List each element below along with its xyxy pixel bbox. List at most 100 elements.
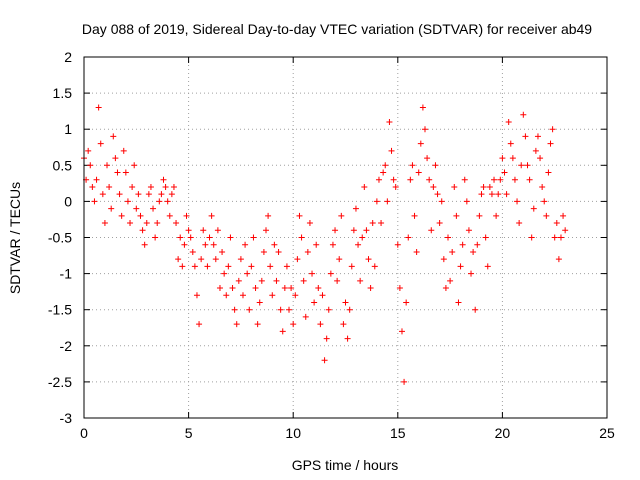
data-point	[409, 162, 416, 169]
data-point	[204, 263, 211, 270]
data-point	[486, 183, 493, 190]
data-point	[302, 313, 309, 320]
data-point	[430, 183, 437, 190]
data-point	[338, 212, 345, 219]
data-point	[85, 147, 92, 154]
data-point	[357, 277, 364, 284]
data-point	[108, 205, 115, 212]
data-point	[181, 241, 188, 248]
data-point	[361, 183, 368, 190]
data-point	[214, 227, 221, 234]
data-point	[221, 270, 228, 277]
y-tick-label: 1.5	[53, 85, 73, 101]
data-point	[158, 191, 165, 198]
data-point	[526, 176, 533, 183]
data-point	[528, 234, 535, 241]
data-point	[560, 212, 567, 219]
data-point	[175, 256, 182, 263]
data-point	[242, 241, 249, 248]
data-point	[239, 292, 246, 299]
data-point	[198, 256, 205, 263]
data-point	[390, 176, 397, 183]
data-point	[543, 212, 550, 219]
data-point	[403, 299, 410, 306]
data-point	[124, 198, 131, 205]
data-point	[89, 183, 96, 190]
data-point	[87, 162, 94, 169]
plot-frame	[83, 56, 608, 419]
y-tick-label: -2	[60, 338, 73, 354]
data-point	[231, 306, 238, 313]
data-point	[373, 198, 380, 205]
data-point	[491, 176, 498, 183]
x-tick-label: 20	[495, 425, 511, 441]
data-point	[334, 277, 341, 284]
data-point	[386, 118, 393, 125]
data-point	[269, 292, 276, 299]
data-point	[537, 155, 544, 162]
data-point	[382, 162, 389, 169]
y-tick-label: 1	[64, 121, 72, 137]
data-point	[95, 104, 102, 111]
data-point	[235, 277, 242, 284]
data-point	[445, 234, 452, 241]
data-point	[116, 191, 123, 198]
y-tick-label: 0.5	[53, 157, 73, 173]
data-point	[434, 191, 441, 198]
data-point	[415, 169, 422, 176]
data-point	[562, 227, 569, 234]
data-point	[545, 169, 552, 176]
data-point	[332, 227, 339, 234]
data-point	[189, 248, 196, 255]
data-point	[336, 256, 343, 263]
data-point	[392, 183, 399, 190]
data-point	[516, 220, 523, 227]
data-point	[449, 248, 456, 255]
y-tick-label: 0	[64, 193, 72, 209]
data-point	[252, 285, 259, 292]
data-point	[120, 147, 127, 154]
data-point	[436, 220, 443, 227]
data-point	[166, 212, 173, 219]
data-point	[304, 248, 311, 255]
data-point	[378, 220, 385, 227]
data-point	[549, 126, 556, 133]
data-point	[459, 241, 466, 248]
data-point	[250, 234, 257, 241]
data-point	[447, 277, 454, 284]
data-point	[256, 299, 263, 306]
data-point	[413, 248, 420, 255]
data-point	[411, 212, 418, 219]
data-point	[315, 285, 322, 292]
data-point	[507, 140, 514, 147]
data-point	[342, 299, 349, 306]
data-point	[271, 241, 278, 248]
data-point	[265, 212, 272, 219]
y-tick-label: -1.5	[48, 302, 72, 318]
y-tick-label: -1	[60, 266, 73, 282]
data-point	[428, 227, 435, 234]
data-point	[474, 241, 481, 248]
data-point	[442, 285, 449, 292]
data-point	[350, 227, 357, 234]
data-point	[511, 176, 518, 183]
data-point	[212, 256, 219, 263]
data-point	[110, 133, 117, 140]
data-point	[463, 198, 470, 205]
data-point	[472, 306, 479, 313]
data-point	[137, 212, 144, 219]
data-point	[323, 335, 330, 342]
data-point	[292, 292, 299, 299]
data-point	[388, 147, 395, 154]
data-point	[424, 155, 431, 162]
data-point	[461, 176, 468, 183]
data-point	[417, 140, 424, 147]
data-point	[122, 169, 129, 176]
data-point	[488, 191, 495, 198]
data-point	[91, 198, 98, 205]
data-point	[468, 270, 475, 277]
data-point	[193, 292, 200, 299]
data-point	[555, 256, 562, 263]
data-point	[131, 162, 138, 169]
